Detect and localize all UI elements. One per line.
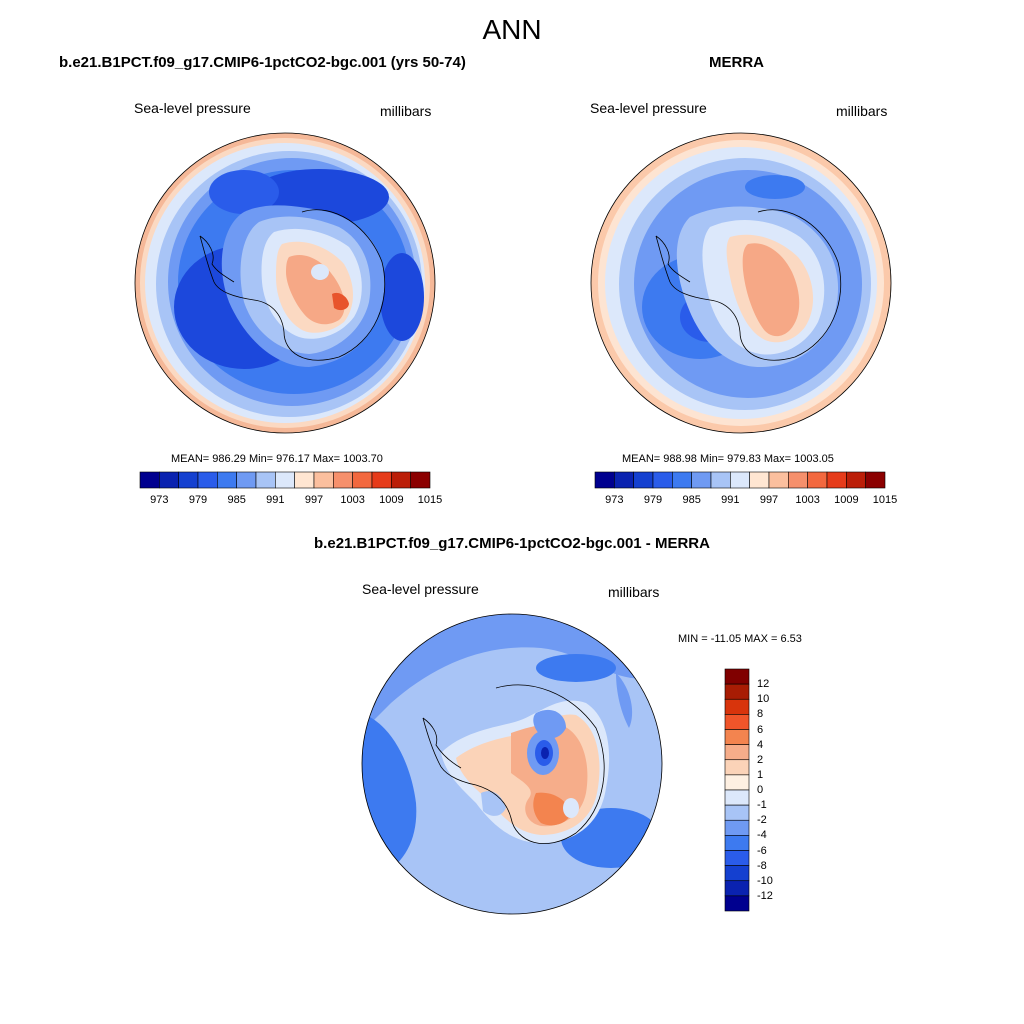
colorbar-tick-label: -12 bbox=[757, 889, 773, 902]
panel-title-obs: MERRA bbox=[709, 54, 764, 71]
colorbar-swatch bbox=[724, 759, 750, 776]
polar-map-model bbox=[134, 132, 436, 434]
colorbar-swatch bbox=[807, 471, 828, 489]
colorbar-swatch bbox=[724, 789, 750, 806]
colorbar-swatch bbox=[178, 471, 199, 489]
colorbar-tick-label: 985 bbox=[227, 494, 246, 506]
figure-title: ANN bbox=[482, 14, 542, 45]
colorbar-tick-label: 10 bbox=[757, 693, 770, 706]
colorbar-swatch bbox=[724, 850, 750, 866]
colorbar-swatch bbox=[313, 471, 334, 489]
colorbar-swatch bbox=[197, 471, 218, 489]
colorbar-tick-label: -4 bbox=[757, 829, 767, 842]
colorbar-tick-label: 1 bbox=[757, 768, 764, 781]
panel-field-label-model: Sea-level pressure bbox=[134, 100, 251, 116]
panel-stats-obs: MEAN= 988.98 Min= 979.83 Max= 1003.05 bbox=[622, 453, 834, 465]
colorbar-tick-label: 6 bbox=[757, 723, 764, 736]
colorbar-tick-label: 1015 bbox=[872, 494, 898, 506]
colorbar-tick-label: 4 bbox=[757, 738, 764, 751]
colorbar-tick-label: 1009 bbox=[379, 494, 404, 506]
colorbar-swatch bbox=[788, 471, 808, 489]
colorbar-diff bbox=[724, 668, 750, 912]
colorbar-swatch bbox=[139, 471, 160, 489]
colorbar-swatch bbox=[865, 471, 886, 489]
colorbar-model bbox=[139, 471, 431, 489]
colorbar-swatch bbox=[159, 471, 179, 489]
colorbar-tick-label: 2 bbox=[757, 753, 764, 766]
colorbar-obs bbox=[594, 471, 886, 489]
colorbar-swatch bbox=[410, 471, 431, 489]
panel-field-label-diff: Sea-level pressure bbox=[362, 581, 479, 597]
colorbar-swatch bbox=[724, 668, 750, 685]
polar-map-diff bbox=[361, 613, 663, 915]
colorbar-swatch bbox=[294, 471, 315, 489]
colorbar-tick-label: 12 bbox=[757, 678, 770, 691]
panel-stats-model: MEAN= 986.29 Min= 976.17 Max= 1003.70 bbox=[171, 453, 383, 465]
colorbar-tick-label: 991 bbox=[721, 494, 740, 506]
colorbar-tick-label: -8 bbox=[757, 859, 767, 872]
colorbar-tick-label: 1003 bbox=[340, 494, 365, 506]
colorbar-swatch bbox=[724, 774, 750, 791]
panel-units-label-model: millibars bbox=[380, 103, 432, 119]
colorbar-tick-label: 973 bbox=[150, 494, 169, 506]
colorbar-tick-label: 973 bbox=[605, 494, 624, 506]
colorbar-tick-label: -1 bbox=[757, 799, 767, 812]
colorbar-swatch bbox=[371, 471, 392, 489]
colorbar-swatch bbox=[217, 471, 237, 489]
colorbar-swatch bbox=[594, 471, 615, 489]
colorbar-swatch bbox=[724, 880, 750, 897]
colorbar-tick-label: -10 bbox=[757, 874, 773, 887]
colorbar-swatch bbox=[352, 471, 373, 489]
polar-map-obs bbox=[590, 132, 892, 434]
panel-title-diff: b.e21.B1PCT.f09_g17.CMIP6-1pctCO2-bgc.00… bbox=[314, 535, 710, 552]
colorbar-tick-label: 991 bbox=[266, 494, 285, 506]
colorbar-swatch bbox=[846, 471, 866, 489]
colorbar-tick-label: 0 bbox=[757, 784, 764, 796]
colorbar-swatch bbox=[724, 714, 750, 730]
colorbar-ticks-model: 973 979 985 991 997 1003 1009 1015 bbox=[140, 494, 442, 508]
colorbar-tick-label: 8 bbox=[757, 708, 764, 721]
colorbar-swatch bbox=[236, 471, 257, 489]
colorbar-swatch bbox=[672, 471, 692, 489]
colorbar-swatch bbox=[255, 471, 276, 489]
colorbar-ticks-obs: 973 979 985 991 997 1003 1009 1015 bbox=[595, 494, 897, 508]
colorbar-tick-label: 985 bbox=[682, 494, 701, 506]
panel-stats-diff: MIN = -11.05 MAX = 6.53 bbox=[678, 633, 802, 645]
colorbar-tick-label: 1009 bbox=[834, 494, 859, 506]
colorbar-swatch bbox=[730, 471, 750, 489]
colorbar-tick-label: -6 bbox=[757, 844, 767, 857]
panel-title-model: b.e21.B1PCT.f09_g17.CMIP6-1pctCO2-bgc.00… bbox=[59, 54, 466, 71]
colorbar-swatch bbox=[724, 835, 750, 851]
colorbar-swatch bbox=[275, 471, 295, 489]
colorbar-swatch bbox=[724, 729, 750, 745]
colorbar-swatch bbox=[391, 471, 411, 489]
colorbar-tick-label: 997 bbox=[759, 494, 779, 506]
colorbar-swatch bbox=[768, 471, 789, 489]
panel-field-label-obs: Sea-level pressure bbox=[590, 100, 707, 116]
colorbar-ticks-diff: 12 10 8 6 4 2 1 0 -1 -2 -4 -6 -8 -10 -12 bbox=[757, 669, 797, 911]
colorbar-swatch bbox=[691, 471, 712, 489]
colorbar-swatch bbox=[724, 819, 750, 836]
colorbar-swatch bbox=[724, 744, 750, 761]
panel-units-label-obs: millibars bbox=[836, 103, 888, 119]
colorbar-tick-label: 1003 bbox=[795, 494, 820, 506]
colorbar-swatch bbox=[333, 471, 353, 489]
colorbar-swatch bbox=[724, 683, 750, 700]
colorbar-swatch bbox=[724, 804, 750, 821]
colorbar-tick-label: 979 bbox=[643, 494, 663, 506]
colorbar-tick-label: 997 bbox=[304, 494, 324, 506]
colorbar-swatch bbox=[633, 471, 654, 489]
panel-units-label-diff: millibars bbox=[608, 584, 660, 600]
colorbar-tick-label: 1015 bbox=[417, 494, 443, 506]
colorbar-swatch bbox=[724, 865, 750, 882]
colorbar-swatch bbox=[710, 471, 731, 489]
colorbar-swatch bbox=[826, 471, 847, 489]
colorbar-swatch bbox=[724, 698, 750, 715]
colorbar-swatch bbox=[724, 895, 750, 912]
colorbar-swatch bbox=[614, 471, 634, 489]
colorbar-tick-label: 979 bbox=[188, 494, 208, 506]
colorbar-swatch bbox=[749, 471, 770, 489]
colorbar-swatch bbox=[652, 471, 673, 489]
colorbar-tick-label: -2 bbox=[757, 814, 767, 827]
